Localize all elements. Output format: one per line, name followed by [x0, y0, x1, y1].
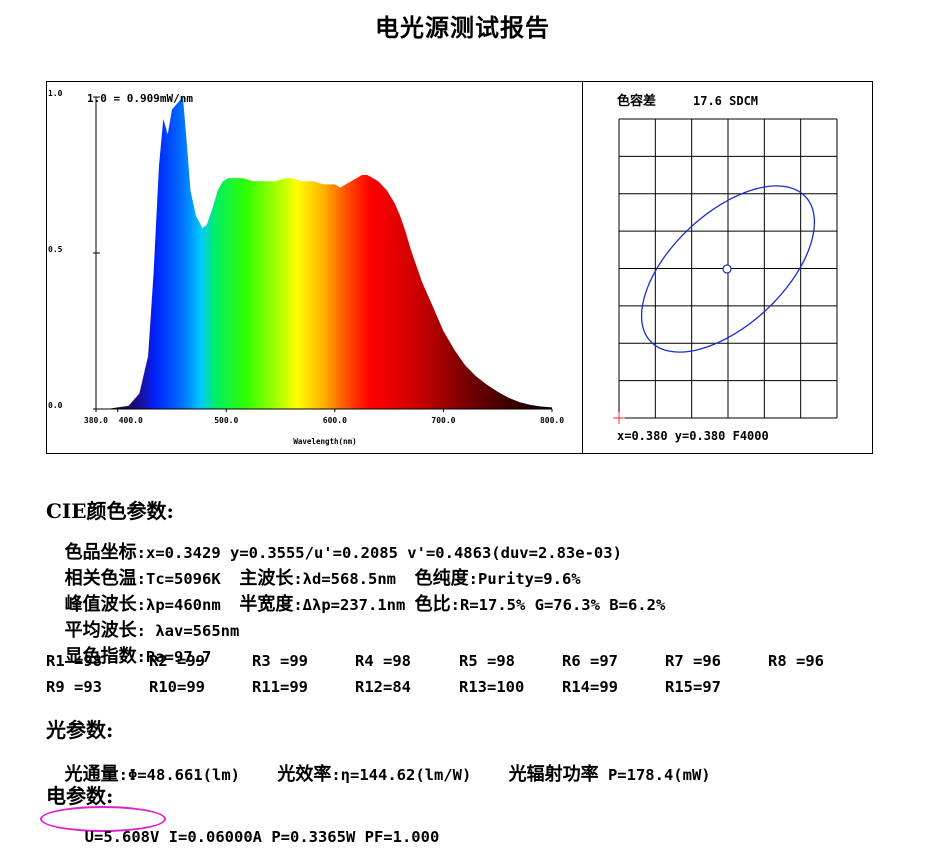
x-tick-label: 700.0	[431, 416, 455, 425]
r-value: R12=84	[355, 678, 411, 696]
r-value: R10=99	[149, 678, 205, 696]
y-tick-label: 1.0	[48, 89, 63, 98]
macadam-ellipse	[640, 185, 816, 353]
peak-wavelength-value: :λp=460nm	[136, 596, 240, 614]
efficacy-label: 光效率	[277, 764, 332, 785]
color-ratio-value: :R=17.5% G=76.3% B=6.2%	[450, 596, 666, 614]
chromaticity-label: 色品坐标	[64, 542, 137, 563]
y-tick-label: 0.5	[48, 245, 63, 254]
flux-label: 光通量	[64, 764, 119, 785]
r-value: R13=100	[459, 678, 525, 696]
purity-label: 色纯度	[414, 568, 469, 589]
x-tick-label: 380.0	[84, 416, 108, 425]
spectrum-chart-panel: 380.0 400.0 500.0 600.0 700.0 800.0 0.0 0.5 1.0 …	[46, 81, 583, 454]
r-value: R11=99	[252, 678, 308, 696]
r-value: R3 =99	[252, 652, 308, 670]
cie-row-cri: 显色指数:Ra=97.7	[46, 624, 212, 668]
average-wavelength-label: 平均波长	[64, 620, 137, 641]
cie-row-average: 平均波长: λav=565nm	[46, 598, 240, 642]
voltage-highlight-oval	[40, 806, 166, 832]
sdcm-value: 17.6 SDCM	[693, 94, 758, 108]
scale-label: 1.0 = 0.909mW/nm	[87, 92, 193, 105]
cie-heading: CIE颜色参数:	[46, 499, 174, 523]
dominant-wavelength-label: 主波长	[239, 568, 294, 589]
color-ratio-label: 色比	[414, 594, 451, 615]
cie-row-chromaticity: 色品坐标:x=0.3429 y=0.3555/u'=0.2085 v'=0.48…	[46, 520, 622, 564]
half-width-label: 半宽度	[239, 594, 294, 615]
radiant-power-value: P=178.4(mW)	[598, 766, 711, 784]
r-value: R15=97	[665, 678, 721, 696]
color-tolerance-chart: 色容差 17.6 SDCM x=0.380 y=0.380 F4000	[613, 93, 838, 443]
dominant-wavelength-value: :λd=568.5nm	[293, 570, 415, 588]
peak-wavelength-label: 峰值波长	[64, 594, 137, 615]
r-value: R8 =96	[768, 652, 824, 670]
color-tolerance-panel: 色容差 17.6 SDCM x=0.380 y=0.380 F4000	[582, 81, 873, 454]
color-tolerance-title: 色容差	[617, 93, 656, 109]
r-value: R2 =99	[149, 652, 205, 670]
voltage-value: U=5.608V	[84, 828, 160, 846]
cri-label: 显色指数	[64, 646, 137, 667]
cie-row-cct: 相关色温:Tc=5096K 主波长:λd=568.5nm 色纯度:Purity=…	[46, 546, 581, 590]
r-value: R1 =98	[46, 652, 102, 670]
x-axis-label: Wavelength(nm)	[293, 437, 356, 446]
electrical-heading: 电参数:	[46, 784, 114, 808]
photometric-heading: 光参数:	[46, 718, 114, 742]
r-value: R9 =93	[46, 678, 102, 696]
center-coordinate-label: x=0.380 y=0.380 F4000	[617, 429, 769, 443]
spectrum-area-group	[96, 97, 552, 409]
x-tick-label: 600.0	[323, 416, 347, 425]
cct-value: :Tc=5096K	[136, 570, 240, 588]
photometric-row: 光通量:Φ=48.661(lm) 光效率:η=144.62(lm/W) 光辐射功…	[46, 742, 711, 786]
efficacy-value: :η=144.62(lm/W)	[331, 766, 472, 784]
purity-value: :Purity=9.6%	[468, 570, 581, 588]
cct-label: 相关色温	[64, 568, 137, 589]
spectrum-series-area	[96, 97, 552, 409]
r-value: R4 =98	[355, 652, 411, 670]
y-tick-label: 0.0	[48, 401, 63, 410]
r-value: R14=99	[562, 678, 618, 696]
electrical-row: U=5.608V I=0.06000A P=0.3365W PF=1.000	[66, 810, 440, 846]
x-tick-label: 400.0	[119, 416, 143, 425]
half-width-value: :Δλp=237.1nm	[293, 596, 415, 614]
electrical-values: I=0.06000A P=0.3365W PF=1.000	[168, 828, 440, 846]
cie-row-peak: 峰值波长:λp=460nm 半宽度:Δλp=237.1nm 色比:R=17.5%…	[46, 572, 666, 616]
cri-value: :Ra=97.7	[136, 648, 212, 666]
r-value: R7 =96	[665, 652, 721, 670]
radiant-power-label: 光辐射功率	[508, 764, 599, 785]
average-wavelength-value: : λav=565nm	[136, 622, 240, 640]
spectrum-axes: 380.0 400.0 500.0 600.0 700.0 800.0 0.0 0.5 1.0	[48, 89, 564, 425]
r-value: R6 =97	[562, 652, 618, 670]
center-point-marker	[722, 264, 732, 274]
chromaticity-value: :x=0.3429 y=0.3555/u'=0.2085 v'=0.4863(d…	[136, 544, 622, 562]
x-tick-label: 500.0	[214, 416, 238, 425]
r-value: R5 =98	[459, 652, 515, 670]
spectrum-chart: 380.0 400.0 500.0 600.0 700.0 800.0 0.0 0.5 1.0 …	[48, 89, 564, 446]
x-tick-label: 800.0	[540, 416, 564, 425]
flux-value: :Φ=48.661(lm)	[118, 766, 240, 784]
page-title: 电光源测试报告	[375, 13, 550, 42]
